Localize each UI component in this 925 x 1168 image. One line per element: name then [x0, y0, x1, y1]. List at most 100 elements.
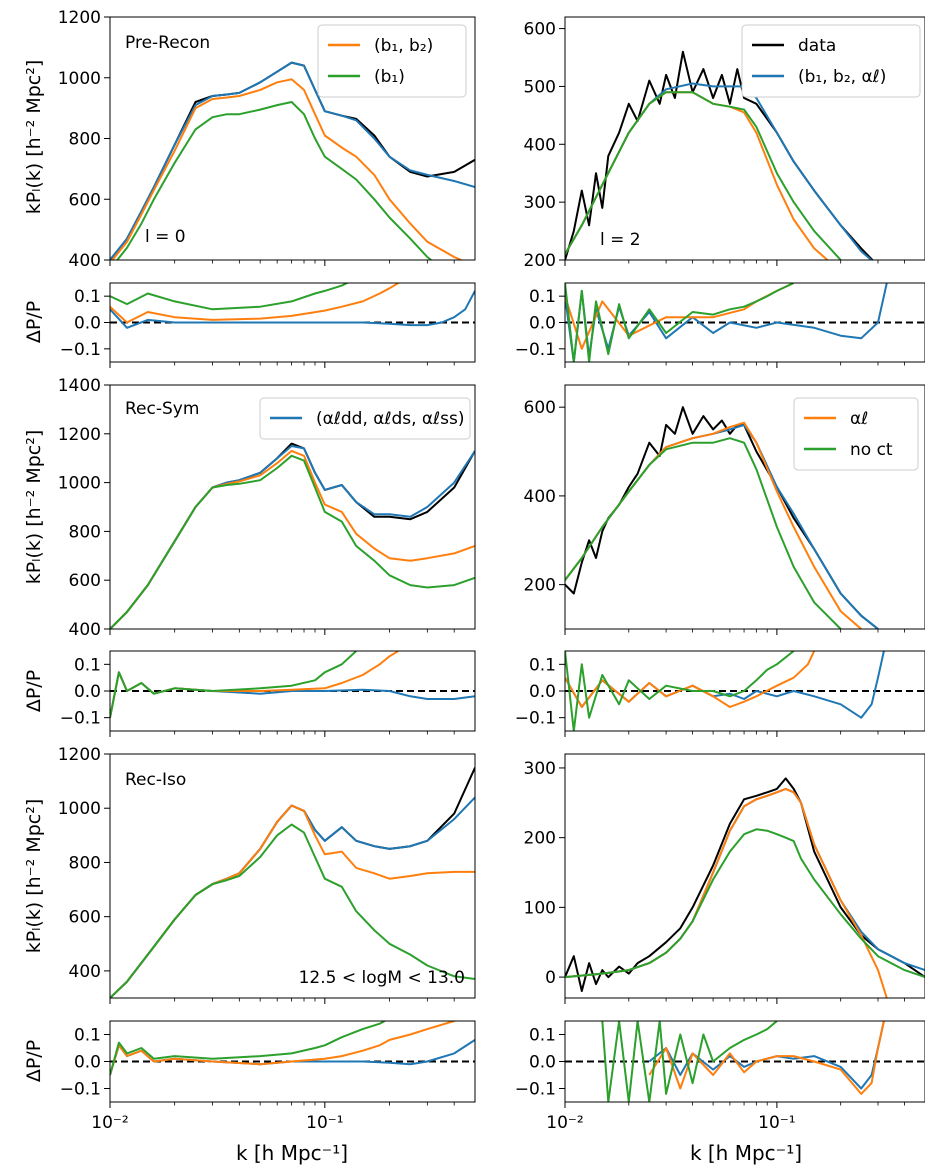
y-tick-label: −0.1: [515, 1080, 556, 1100]
plot-frame: [564, 753, 925, 999]
panel-3: −0.1 0.0 0.1: [515, 282, 925, 368]
series-line-αℓ: [110, 651, 399, 718]
plot-frame: [109, 282, 476, 363]
series-line-no ct: [601, 1021, 778, 1102]
x-tick-label: 10⁻²: [546, 1113, 583, 1133]
panel-1: −0.1 0.0 0.1: [60, 282, 476, 368]
series-line-(b₁): [565, 91, 842, 260]
series-line-data: [565, 777, 925, 992]
series-group: [110, 767, 475, 998]
series-line-no ct: [110, 651, 357, 718]
series-line-(b₁, b₂): [110, 283, 400, 324]
series-group: [565, 283, 888, 362]
y-tick-label: 0.0: [74, 314, 101, 334]
legend-entry-label: data: [798, 36, 836, 56]
y-tick-label: 600: [524, 398, 556, 418]
series-line-no ct: [565, 437, 842, 629]
xlabel-right: k [h Mpc⁻¹]: [690, 1141, 802, 1165]
y-tick-label: 0.1: [529, 287, 556, 307]
x-tick-label: 10⁻²: [91, 1113, 128, 1133]
legend-entry-label: (αℓdd, αℓds, αℓss): [316, 409, 465, 429]
series-line-(b₁, b₂, αℓ): [110, 61, 475, 260]
series-line-data: [110, 767, 475, 998]
series-line-(b₁, b₂, αℓ): [110, 290, 475, 329]
panel-9: 10⁻² 10⁻¹ −0.1 0.0 0.1: [60, 1020, 476, 1133]
y-tick-label: 200: [524, 829, 556, 849]
y-tick-label: 500: [524, 77, 556, 97]
series-line-(αℓdd, αℓds, αℓss): [110, 671, 475, 718]
ylabel-ratio-row3: ΔP/P: [23, 1040, 45, 1082]
panel-2: 200 300 400 500 600 l = 2 data (b₁, b₂, αℓ): [524, 16, 925, 271]
series-line-(αℓdd, αℓds, αℓss): [110, 445, 475, 629]
y-tick-label: 200: [524, 576, 556, 596]
series-line-no ct: [110, 823, 475, 998]
y-tick-label: 600: [524, 20, 556, 40]
series-line-no ct: [110, 454, 475, 629]
legend-box: [317, 24, 467, 98]
y-tick-label: 0.0: [74, 1053, 101, 1073]
y-tick-label: 600: [69, 571, 101, 591]
panel-10: 0 100 200 300: [524, 753, 925, 1004]
y-tick-label: 0.1: [529, 1026, 556, 1046]
plot-frame: [564, 16, 925, 261]
legend: data (b₁, b₂, αℓ): [741, 24, 921, 98]
y-tick-label: −0.1: [515, 340, 556, 360]
y-tick-label: 200: [524, 251, 556, 271]
y-tick-label: −0.1: [515, 709, 556, 729]
series-group: [565, 50, 874, 260]
legend: (b₁, b₂) (b₁): [317, 24, 467, 98]
panel-annotation: l = 0: [145, 227, 186, 247]
ylabel-power-row2: kPₗ(k) [h⁻² Mpc²]: [23, 430, 45, 585]
series-group: [601, 1021, 885, 1102]
legend-entry-label: (b₁, b₂, αℓ): [798, 67, 886, 87]
panel-6: 200 400 600 αℓ no ct: [524, 384, 925, 635]
series-line-(b₁): [115, 101, 433, 260]
plot-frame: [564, 384, 925, 630]
y-tick-label: 1200: [58, 745, 101, 765]
series-line-data: [110, 442, 475, 629]
y-tick-label: 0.0: [529, 682, 556, 702]
y-tick-label: 0.1: [529, 655, 556, 675]
panel-11: 10⁻² 10⁻¹ −0.1 0.0 0.1: [515, 1020, 925, 1133]
legend: αℓ no ct: [793, 397, 919, 471]
plot-frame: [564, 282, 925, 363]
y-tick-label: 400: [69, 962, 101, 982]
y-tick-label: 800: [69, 853, 101, 873]
y-tick-label: 300: [524, 759, 556, 779]
series-line-(b₁): [110, 283, 350, 311]
series-group: [110, 283, 475, 329]
plot-frame: [564, 650, 925, 732]
y-tick-label: −0.1: [60, 709, 101, 729]
y-tick-label: 1000: [58, 69, 101, 89]
y-tick-label: 300: [524, 193, 556, 213]
y-tick-label: 1200: [58, 425, 101, 445]
series-line-no ct: [110, 1021, 387, 1076]
legend-box: [259, 397, 471, 440]
y-tick-label: 400: [69, 251, 101, 271]
series-line-αℓ: [565, 651, 816, 708]
y-tick-label: 0.1: [74, 655, 101, 675]
ylabel-power-row3: kPₗ(k) [h⁻² Mpc²]: [23, 799, 45, 954]
y-tick-label: 800: [69, 522, 101, 542]
ylabel-ratio-row2: ΔP/P: [23, 670, 45, 712]
plot-frame: [564, 1020, 925, 1103]
panel-annotation: Pre-Recon: [125, 33, 210, 53]
y-tick-label: 1000: [58, 474, 101, 494]
series-group: [110, 1021, 475, 1076]
y-tick-label: 800: [69, 130, 101, 150]
legend-box: [741, 24, 921, 98]
y-tick-label: 0.1: [74, 287, 101, 307]
series-group: [110, 61, 475, 260]
series-line-αℓ: [110, 449, 475, 629]
y-tick-label: 400: [69, 620, 101, 640]
plot-frame: [109, 384, 476, 630]
series-group: [565, 777, 925, 998]
panel-8: 400 600 800 1000 1200 Rec-Iso 12.5 < logM < 13…: [58, 745, 476, 1004]
y-tick-label: 100: [524, 898, 556, 918]
panels-layer: 400 600 800 1000 1200 Pre-Recon l = 0 (b₁, b₂)(…: [58, 8, 925, 1133]
ylabel-power-row1: kPₗ(k) [h⁻² Mpc²]: [23, 60, 45, 215]
y-tick-label: 1400: [58, 376, 101, 396]
series-group: [565, 651, 885, 731]
panel-annotation: l = 2: [600, 230, 641, 250]
y-tick-label: 400: [524, 135, 556, 155]
